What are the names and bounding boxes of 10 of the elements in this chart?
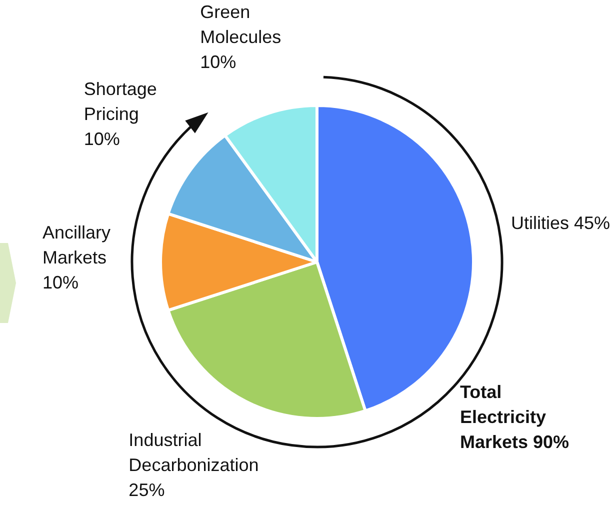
data-label: 25% xyxy=(128,480,165,500)
text: Total Electricity Markets 90% xyxy=(460,381,570,454)
slice-label: Utilities 45% xyxy=(510,213,610,234)
data-label: 10% xyxy=(200,52,236,72)
slice-label: Shortage Pricing xyxy=(84,79,157,124)
slice-label: Green Molecules xyxy=(200,2,282,47)
data-label: 10% xyxy=(84,129,120,150)
data-label: 10% xyxy=(42,272,79,292)
slice-label: Industrial Decarbonization xyxy=(128,430,259,475)
slice-label: Ancillary Markets xyxy=(42,222,111,268)
